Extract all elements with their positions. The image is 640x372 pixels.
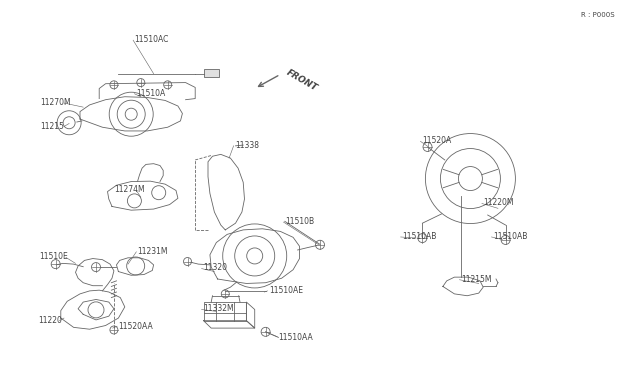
Text: FRONT: FRONT xyxy=(285,68,319,92)
Text: 11332M: 11332M xyxy=(204,304,234,313)
Text: 11510E: 11510E xyxy=(40,252,68,261)
Text: 11338: 11338 xyxy=(236,141,260,150)
Text: 11510AA: 11510AA xyxy=(278,333,313,342)
Text: 11520A: 11520A xyxy=(422,136,452,145)
Text: 11220: 11220 xyxy=(38,316,62,325)
Text: 11215M: 11215M xyxy=(461,275,492,283)
Text: 11510AC: 11510AC xyxy=(134,35,169,44)
Text: 11510AE: 11510AE xyxy=(269,286,303,295)
Text: 11320: 11320 xyxy=(204,263,228,272)
Text: 11510B: 11510B xyxy=(285,217,314,226)
Text: 11270M: 11270M xyxy=(40,98,71,107)
Text: 11215: 11215 xyxy=(40,122,64,131)
Text: 11220M: 11220M xyxy=(483,198,514,207)
Text: 11274M: 11274M xyxy=(114,185,145,194)
Text: 11510AB: 11510AB xyxy=(402,232,436,241)
Text: R : P000S: R : P000S xyxy=(580,12,614,18)
Text: 11510A: 11510A xyxy=(136,89,166,97)
Text: 11231M: 11231M xyxy=(138,247,168,256)
FancyBboxPatch shape xyxy=(204,69,218,77)
Text: 11520AA: 11520AA xyxy=(118,322,153,331)
Text: 11510AB: 11510AB xyxy=(493,232,527,241)
